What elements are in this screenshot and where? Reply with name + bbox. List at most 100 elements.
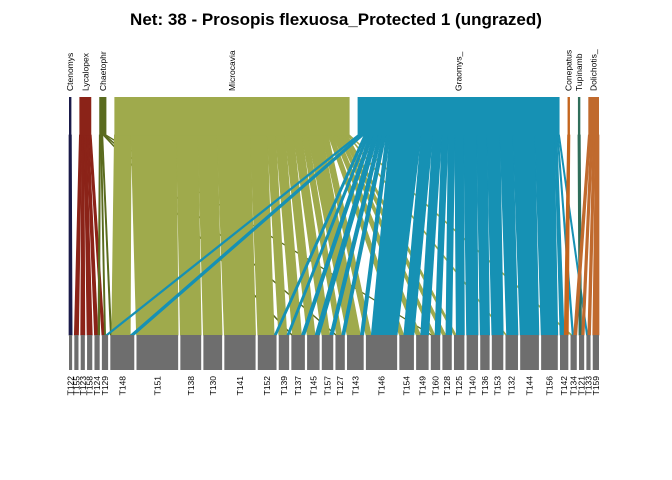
lower-node-T156	[541, 335, 558, 370]
chart-title: Net: 38 - Prosopis flexuosa_Protected 1 …	[130, 10, 542, 29]
node-labels: Ctenomys Lycalopex Chaetophr Microcavia Grao…	[65, 49, 601, 395]
lower-node-T155	[74, 335, 79, 370]
lower-node-T143	[347, 335, 364, 370]
link-Chaetophr-T124	[97, 134, 101, 336]
higher-node-Graomys_	[357, 97, 560, 135]
higher-node-Lycalopex	[79, 97, 92, 135]
lower-node-T144	[520, 335, 539, 370]
lower-node-T158	[87, 335, 93, 370]
lower-node-label: T123	[78, 376, 88, 396]
lower-node-T137	[291, 335, 305, 370]
lower-node-label: T136	[480, 376, 490, 396]
lower-node-label: T142	[559, 376, 569, 396]
lower-node-T127	[335, 335, 345, 370]
lower-node-T128	[442, 335, 452, 370]
lower-node-label: T151	[152, 376, 162, 396]
lower-node-label: T152	[262, 376, 272, 396]
higher-node-label: Graomys_	[454, 52, 464, 91]
lower-node-label: T149	[417, 376, 427, 396]
lower-node-label: T143	[350, 376, 360, 396]
link-Microcavia-T138	[176, 134, 202, 336]
higher-node-label: Chaetophr	[98, 51, 108, 91]
lower-node-label: T153	[493, 376, 503, 396]
lower-node-label: T134	[569, 376, 579, 396]
lower-node-label: T138	[186, 376, 196, 396]
link-Ctenomys-T122	[68, 134, 73, 336]
lower-node-label: T122	[66, 376, 76, 396]
link-Microcavia-T151	[130, 134, 179, 336]
lower-node-T160	[430, 335, 441, 370]
lower-node-label: T156	[544, 376, 554, 396]
lower-level-nodes	[69, 335, 599, 370]
lower-node-label: T160	[431, 376, 441, 396]
lower-node-T139	[278, 335, 290, 370]
higher-node-label: Dolichotis_	[589, 49, 599, 91]
lower-node-T133	[586, 335, 591, 370]
lower-node-label: T133	[583, 376, 593, 396]
lower-node-T149	[416, 335, 429, 370]
lower-node-label: T121	[577, 376, 587, 396]
lower-node-T148	[110, 335, 135, 370]
higher-level-nodes	[69, 97, 599, 135]
lower-node-T125	[453, 335, 465, 370]
lower-node-label: T154	[402, 376, 412, 396]
lower-node-T142	[559, 335, 569, 370]
lower-node-T152	[257, 335, 277, 370]
lower-node-label: T144	[525, 376, 535, 396]
lower-node-T154	[399, 335, 414, 370]
lower-node-T157	[321, 335, 334, 370]
lower-node-T151	[136, 335, 179, 370]
lower-node-label: T132	[507, 376, 517, 396]
lower-node-T136	[480, 335, 490, 370]
higher-node-label: Microcavia	[227, 50, 237, 91]
higher-node-Ctenomys	[69, 97, 72, 135]
lower-node-T130	[203, 335, 223, 370]
lower-node-T122	[69, 335, 73, 370]
lower-node-label: T140	[467, 376, 477, 396]
higher-node-Tupinamb	[577, 97, 581, 135]
higher-node-Dolichotis_	[588, 97, 599, 135]
lower-node-label: T158	[85, 376, 95, 396]
higher-node-Microcavia	[114, 97, 350, 135]
interaction-links	[68, 134, 600, 336]
higher-node-label: Conepatus	[564, 50, 574, 91]
lower-node-T153	[491, 335, 504, 370]
link-Microcavia-T148	[111, 134, 132, 336]
lower-node-label: T141	[235, 376, 245, 396]
lower-node-label: T125	[454, 376, 464, 396]
link-Graomys_-T140	[463, 134, 479, 336]
lower-node-T146	[365, 335, 398, 370]
lower-node-label: T155	[71, 376, 81, 396]
lower-node-T141	[224, 335, 256, 370]
lower-node-T132	[505, 335, 518, 370]
link-Graomys_-T125	[454, 134, 465, 336]
lower-node-label: T127	[335, 376, 345, 396]
lower-node-T121	[578, 335, 585, 370]
lower-node-label: T146	[377, 376, 387, 396]
lower-node-label: T159	[591, 376, 601, 396]
higher-node-label: Tupinamb	[574, 53, 584, 91]
lower-node-label: T137	[293, 376, 303, 396]
lower-node-T145	[307, 335, 320, 370]
lower-node-label: T157	[323, 376, 333, 396]
lower-node-label: T139	[279, 376, 289, 396]
lower-node-label: T148	[117, 376, 127, 396]
higher-node-label: Ctenomys	[65, 53, 75, 91]
higher-node-Chaetophr	[99, 97, 107, 135]
lower-node-T123	[80, 335, 85, 370]
lower-node-label: T145	[308, 376, 318, 396]
lower-node-T134	[570, 335, 577, 370]
higher-node-Conepatus	[567, 97, 570, 135]
lower-node-T140	[466, 335, 479, 370]
lower-node-T124	[94, 335, 100, 370]
lower-node-label: T128	[442, 376, 452, 396]
lower-node-T159	[592, 335, 599, 370]
lower-node-T129	[101, 335, 109, 370]
lower-node-label: T130	[208, 376, 218, 396]
link-Microcavia-T141	[216, 134, 256, 336]
lower-node-T138	[180, 335, 202, 370]
lower-node-label: T129	[100, 376, 110, 396]
higher-node-label: Lycalopex	[80, 52, 90, 91]
